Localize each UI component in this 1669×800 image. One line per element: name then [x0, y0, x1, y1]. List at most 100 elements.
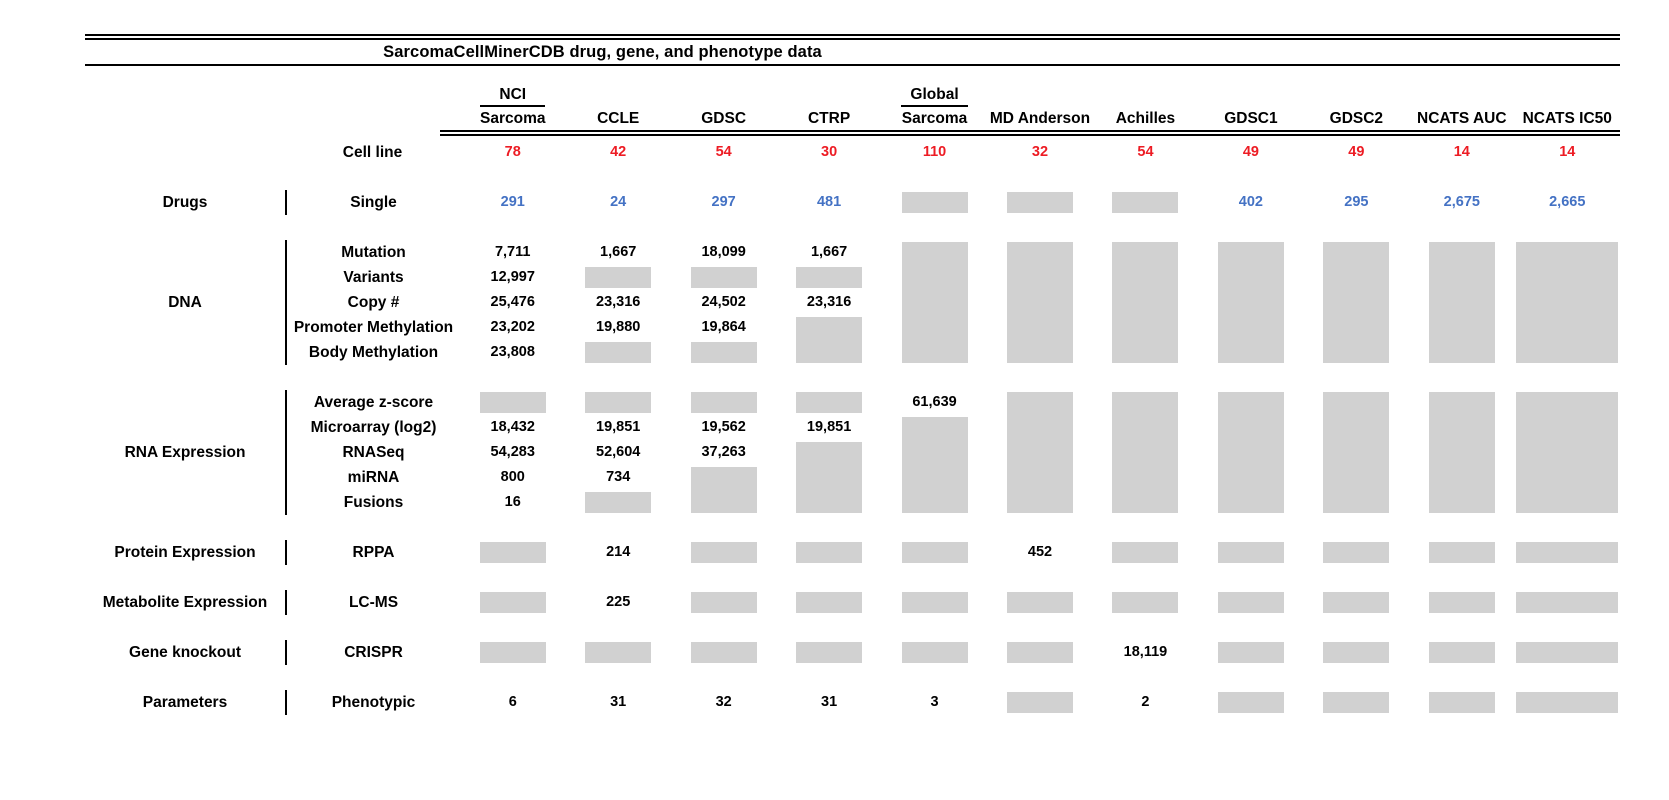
column-header-label: Achilles [1115, 110, 1176, 127]
data-column: 19,562 37,263 [671, 390, 776, 515]
section-body: LC-MS 225 [285, 590, 1620, 615]
data-column: 19,851 52,604 734 [565, 390, 670, 515]
column-header-row: NCI Sarcoma CCLE GDSC CTRP Global Sarcoma MD An… [85, 86, 1620, 127]
no-data-box [901, 592, 968, 613]
data-column [1409, 540, 1514, 565]
value-cell: 25,476 [490, 294, 535, 310]
data-column [1409, 390, 1514, 515]
value-cell: 54,283 [490, 444, 535, 460]
data-column: 61,639 [882, 390, 987, 515]
no-data-box [796, 317, 863, 363]
value-cell: 734 [606, 469, 631, 485]
no-data-box [1428, 692, 1495, 713]
no-data-box [1516, 592, 1619, 613]
row-label-average-z-score: Average z-score [313, 394, 434, 411]
column-header-achilles: Achilles [1093, 86, 1198, 127]
value-cell: 19,851 [596, 419, 641, 435]
value-cell: 23,316 [596, 294, 641, 310]
no-data-box [1112, 392, 1179, 513]
data-column [987, 190, 1092, 215]
cell-line-count-column: 110 [882, 140, 987, 165]
data-column [460, 590, 565, 615]
data-column [1093, 540, 1198, 565]
cell-line-count-column: 49 [1304, 140, 1409, 165]
no-data-box [1428, 642, 1495, 663]
value-cell: 31 [610, 694, 627, 710]
data-column [882, 590, 987, 615]
no-data-box [1428, 592, 1495, 613]
no-data-box [796, 592, 863, 613]
column-header-label: Sarcoma [901, 110, 968, 127]
data-column [671, 540, 776, 565]
no-data-box [1006, 242, 1073, 363]
section-metabolite-expression: Metabolite Expression LC-MS 225 [85, 590, 1620, 615]
no-data-box [1217, 242, 1284, 363]
data-column [1304, 390, 1409, 515]
cell-line-count: 32 [1031, 144, 1049, 160]
data-column [671, 590, 776, 615]
data-column [1198, 390, 1303, 515]
value-cell: 19,864 [701, 319, 746, 335]
no-data-box [585, 492, 652, 513]
no-data-box [901, 417, 968, 513]
data-column [1515, 690, 1620, 715]
value-cell: 19,562 [701, 419, 746, 435]
column-header-inner: GDSC2 [1330, 107, 1383, 127]
column-header-label: NCATS IC50 [1522, 110, 1612, 127]
row-label-fusions: Fusions [343, 494, 404, 511]
data-column [1304, 240, 1409, 365]
cell-line-count: 54 [715, 144, 732, 160]
value-cell: 19,851 [806, 419, 852, 435]
data-column: 31 [776, 690, 881, 715]
row-label-microarray-log2-: Microarray (log2) [310, 419, 437, 436]
data-column [1409, 590, 1514, 615]
no-data-box [1323, 642, 1390, 663]
value-cell: 37,263 [701, 444, 746, 460]
no-data-box [1428, 392, 1495, 513]
value-cell: 19,880 [596, 319, 641, 335]
data-column: 481 [776, 190, 881, 215]
data-column [1409, 640, 1514, 665]
no-data-box [1112, 592, 1179, 613]
section-row-labels: Average z-score Microarray (log2) RNASeq mi… [287, 390, 460, 515]
no-data-box [1516, 692, 1619, 713]
row-label-single: Single [350, 194, 397, 211]
data-column [776, 640, 881, 665]
data-column: 31 [565, 690, 670, 715]
value-cell: 3 [930, 694, 939, 710]
no-data-box [796, 542, 863, 563]
data-column [1093, 240, 1198, 365]
section-protein-expression: Protein Expression RPPA 214 452 [85, 540, 1620, 565]
cell-line-count-column: 54 [671, 140, 776, 165]
data-column: 3 [882, 690, 987, 715]
value-cell: 18,099 [701, 244, 746, 260]
cell-line-count-column: 42 [565, 140, 670, 165]
row-label-lc-ms: LC-MS [348, 594, 399, 611]
no-data-box [690, 467, 757, 513]
row-label-promoter-methylation: Promoter Methylation [293, 319, 454, 336]
section-body: Single 291 24 297 481 402 295 2,675 2,665 [285, 190, 1620, 215]
value-cell: 225 [606, 594, 631, 610]
no-data-box [1217, 642, 1284, 663]
data-column [776, 540, 881, 565]
value-cell: 297 [711, 194, 736, 210]
no-data-box [1516, 642, 1619, 663]
data-column [460, 640, 565, 665]
value-cell: 23,808 [490, 344, 535, 360]
column-header-inner: GDSC1 [1224, 107, 1277, 127]
no-data-box [1217, 592, 1284, 613]
no-data-box [1112, 242, 1179, 363]
no-data-box [690, 392, 757, 413]
value-cell: 291 [500, 194, 525, 210]
row-label-rppa: RPPA [352, 544, 395, 561]
no-data-box [1428, 242, 1495, 363]
section-body: Average z-score Microarray (log2) RNASeq mi… [285, 390, 1620, 515]
value-cell: 23,202 [490, 319, 535, 335]
value-cell: 6 [508, 694, 517, 710]
column-header-ncats-auc: NCATS AUC [1409, 86, 1514, 127]
data-column [1304, 590, 1409, 615]
data-column: 2 [1093, 690, 1198, 715]
row-label-mirna: miRNA [347, 469, 400, 486]
no-data-box [901, 642, 968, 663]
